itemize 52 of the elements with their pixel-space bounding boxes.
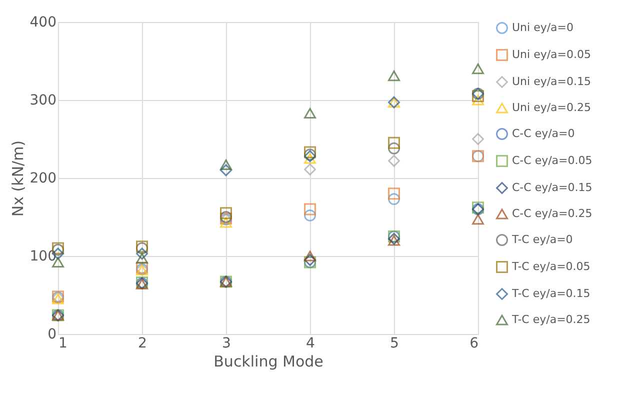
point: [136, 248, 148, 260]
point: [304, 254, 316, 266]
x-tick-label: 4: [306, 336, 316, 352]
point: [220, 159, 232, 170]
y-tick-label: 100: [30, 248, 56, 264]
point: [52, 294, 64, 304]
point: [472, 133, 484, 145]
point: [220, 164, 232, 176]
point: [304, 153, 316, 164]
point: [388, 70, 400, 82]
legend-label: C-C ey/a=0.15: [512, 181, 592, 194]
point: [388, 193, 400, 206]
y-axis-title: Nx (kN/m): [8, 140, 27, 217]
legend-label: C-C ey/a=0: [512, 127, 575, 140]
legend-label: T-C ey/a=0.25: [511, 313, 590, 326]
point: [388, 142, 400, 154]
point: [388, 235, 400, 246]
point: [304, 250, 316, 262]
x-tick-label: 1: [58, 336, 68, 352]
y-tick-label: 0: [48, 326, 56, 342]
legend-label: Uni ey/a=0.25: [512, 101, 592, 114]
point: [304, 163, 316, 176]
point: [136, 253, 148, 264]
point: [472, 214, 484, 225]
y-tick-label: 400: [30, 14, 56, 30]
legend-label: T-C ey/a=0.15: [511, 287, 590, 300]
point: [472, 90, 484, 102]
y-tick-label: 300: [30, 92, 56, 108]
point: [220, 217, 232, 228]
legend-label: T-C ey/a=0: [511, 233, 573, 246]
legend-label: C-C ey/a=0.05: [512, 154, 592, 167]
legend-label: Uni ey/a=0: [512, 21, 574, 34]
y-tick-label: 200: [30, 170, 56, 186]
legend-label: C-C ey/a=0.25: [512, 207, 592, 220]
point: [472, 64, 484, 74]
point: [304, 203, 316, 216]
point: [388, 136, 400, 149]
x-tick-label: 3: [222, 336, 231, 352]
point: [388, 188, 400, 200]
legend-label: Uni ey/a=0.05: [512, 48, 592, 61]
point: [304, 209, 316, 222]
x-tick-label: 6: [470, 336, 479, 352]
point: [304, 108, 316, 119]
legend-label: Uni ey/a=0.15: [512, 75, 592, 88]
x-axis-title: Buckling Mode: [214, 352, 324, 370]
x-tick-label: 2: [138, 336, 147, 352]
x-tick-label: 5: [390, 336, 399, 352]
point: [220, 207, 232, 220]
point: [304, 146, 316, 158]
point: [472, 94, 484, 106]
point: [388, 154, 400, 167]
legend-label: T-C ey/a=0.05: [511, 260, 590, 273]
